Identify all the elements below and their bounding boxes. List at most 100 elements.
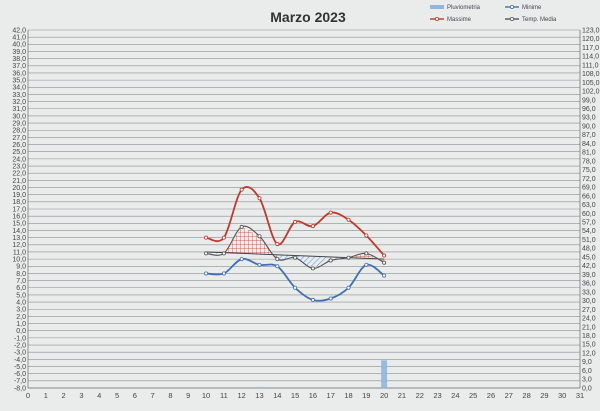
y-tick-right: 9,0 [582, 359, 592, 366]
y-tick-left: 37,0 [12, 63, 26, 70]
point-temp-media [293, 255, 298, 260]
point-temp-media [382, 260, 387, 265]
rain-bars [256, 360, 388, 389]
point-massime [328, 210, 333, 215]
point-minime [257, 262, 262, 267]
x-tick: 19 [362, 391, 370, 400]
point-massime [275, 242, 280, 247]
x-tick: 28 [522, 391, 530, 400]
point-massime [364, 233, 369, 238]
y-tick-right: 93,0 [582, 115, 596, 122]
y-tick-right: 117,0 [582, 45, 599, 52]
legend-label: Temp. Media [522, 17, 557, 23]
x-tick: 14 [273, 391, 281, 400]
y-tick-left: 19,0 [12, 192, 26, 199]
y-tick-right: 81,0 [582, 150, 596, 157]
y-tick-left: 15,0 [12, 221, 26, 228]
y-tick-left: 39,0 [12, 49, 26, 56]
y-tick-right: 120,0 [582, 36, 600, 43]
y-tick-left: 14,0 [12, 228, 26, 235]
y-tick-left: 1,0 [16, 321, 26, 328]
legend-label: Pluviometria [447, 5, 481, 11]
point-temp-media [257, 234, 262, 239]
y-tick-right: 69,0 [582, 185, 596, 192]
y-tick-left: 24,0 [12, 156, 26, 163]
y-axis-left: 42,041,040,039,038,037,036,035,034,033,0… [12, 27, 26, 392]
x-axis: 0 1 2 3 4 5 6 7 8 9 10 11 12 13 14 15 16 17 18 19 20 21 22 23 24… [26, 391, 584, 400]
band-segment [312, 256, 331, 269]
point-temp-media [328, 258, 333, 263]
series-points [204, 187, 387, 302]
y-tick-left: -6,0 [14, 371, 26, 378]
legend: Pluviometria Minime Massime Temp. Media [430, 5, 557, 23]
y-tick-right: 51,0 [582, 237, 596, 244]
band-segment [295, 255, 313, 269]
point-massime [293, 219, 298, 224]
y-tick-right: 33,0 [582, 289, 596, 296]
y-tick-right: 57,0 [582, 219, 596, 226]
y-tick-left: 36,0 [12, 70, 26, 77]
x-tick: 17 [327, 391, 335, 400]
y-tick-left: 30,0 [12, 113, 26, 120]
y-tick-right: 6,0 [582, 368, 592, 375]
point-massime [221, 235, 226, 240]
point-minime [364, 262, 369, 267]
x-tick: 8 [168, 391, 172, 400]
y-tick-right: 15,0 [582, 342, 596, 349]
y-tick-right: 75,0 [582, 167, 596, 174]
x-tick: 30 [558, 391, 566, 400]
x-tick: 12 [238, 391, 246, 400]
y-tick-left: 23,0 [12, 163, 26, 170]
y-tick-right: 54,0 [582, 228, 596, 235]
point-temp-media [364, 251, 369, 256]
x-tick: 24 [451, 391, 459, 400]
point-temp-media [346, 255, 351, 260]
point-massime [382, 253, 387, 258]
y-tick-right: 30,0 [582, 298, 596, 305]
x-tick: 6 [133, 391, 137, 400]
y-tick-left: 29,0 [12, 120, 26, 127]
y-tick-left: 4,0 [16, 299, 26, 306]
point-minime [275, 264, 280, 269]
y-tick-left: 26,0 [12, 142, 26, 149]
y-tick-left: 10,0 [12, 257, 26, 264]
y-tick-left: -4,0 [14, 357, 26, 364]
y-tick-left: 28,0 [12, 128, 26, 135]
y-tick-left: 2,0 [16, 314, 26, 321]
legend-marker [509, 5, 514, 10]
y-tick-left: 20,0 [12, 185, 26, 192]
x-tick: 3 [79, 391, 83, 400]
y-tick-left: 7,0 [16, 278, 26, 285]
y-tick-right: 87,0 [582, 132, 596, 139]
x-tick: 23 [433, 391, 441, 400]
y-tick-right: 114,0 [582, 54, 599, 61]
y-tick-right: 3,0 [582, 377, 592, 384]
y-tick-left: 38,0 [12, 56, 26, 63]
y-tick-right: 72,0 [582, 176, 596, 183]
y-tick-right: 123,0 [582, 27, 600, 34]
point-temp-media [239, 224, 244, 229]
point-minime [204, 271, 209, 276]
point-massime [257, 196, 262, 201]
reference-line [206, 251, 385, 260]
y-tick-right: 111,0 [582, 62, 599, 69]
point-minime [328, 296, 333, 301]
band-segment [348, 253, 367, 259]
legend-swatch [430, 5, 444, 9]
y-tick-right: 42,0 [582, 263, 596, 270]
y-tick-left: 16,0 [12, 214, 26, 221]
y-tick-right: 108,0 [582, 71, 600, 78]
y-tick-left: 5,0 [16, 292, 26, 299]
y-tick-right: 66,0 [582, 193, 596, 200]
bar [381, 360, 388, 388]
y-tick-left: 21,0 [12, 178, 26, 185]
x-tick: 20 [380, 391, 388, 400]
point-temp-media [275, 257, 280, 262]
x-tick: 13 [255, 391, 263, 400]
grid [27, 29, 581, 389]
x-tick: 27 [505, 391, 513, 400]
point-minime [382, 273, 387, 278]
y-tick-left: 42,0 [12, 27, 26, 34]
